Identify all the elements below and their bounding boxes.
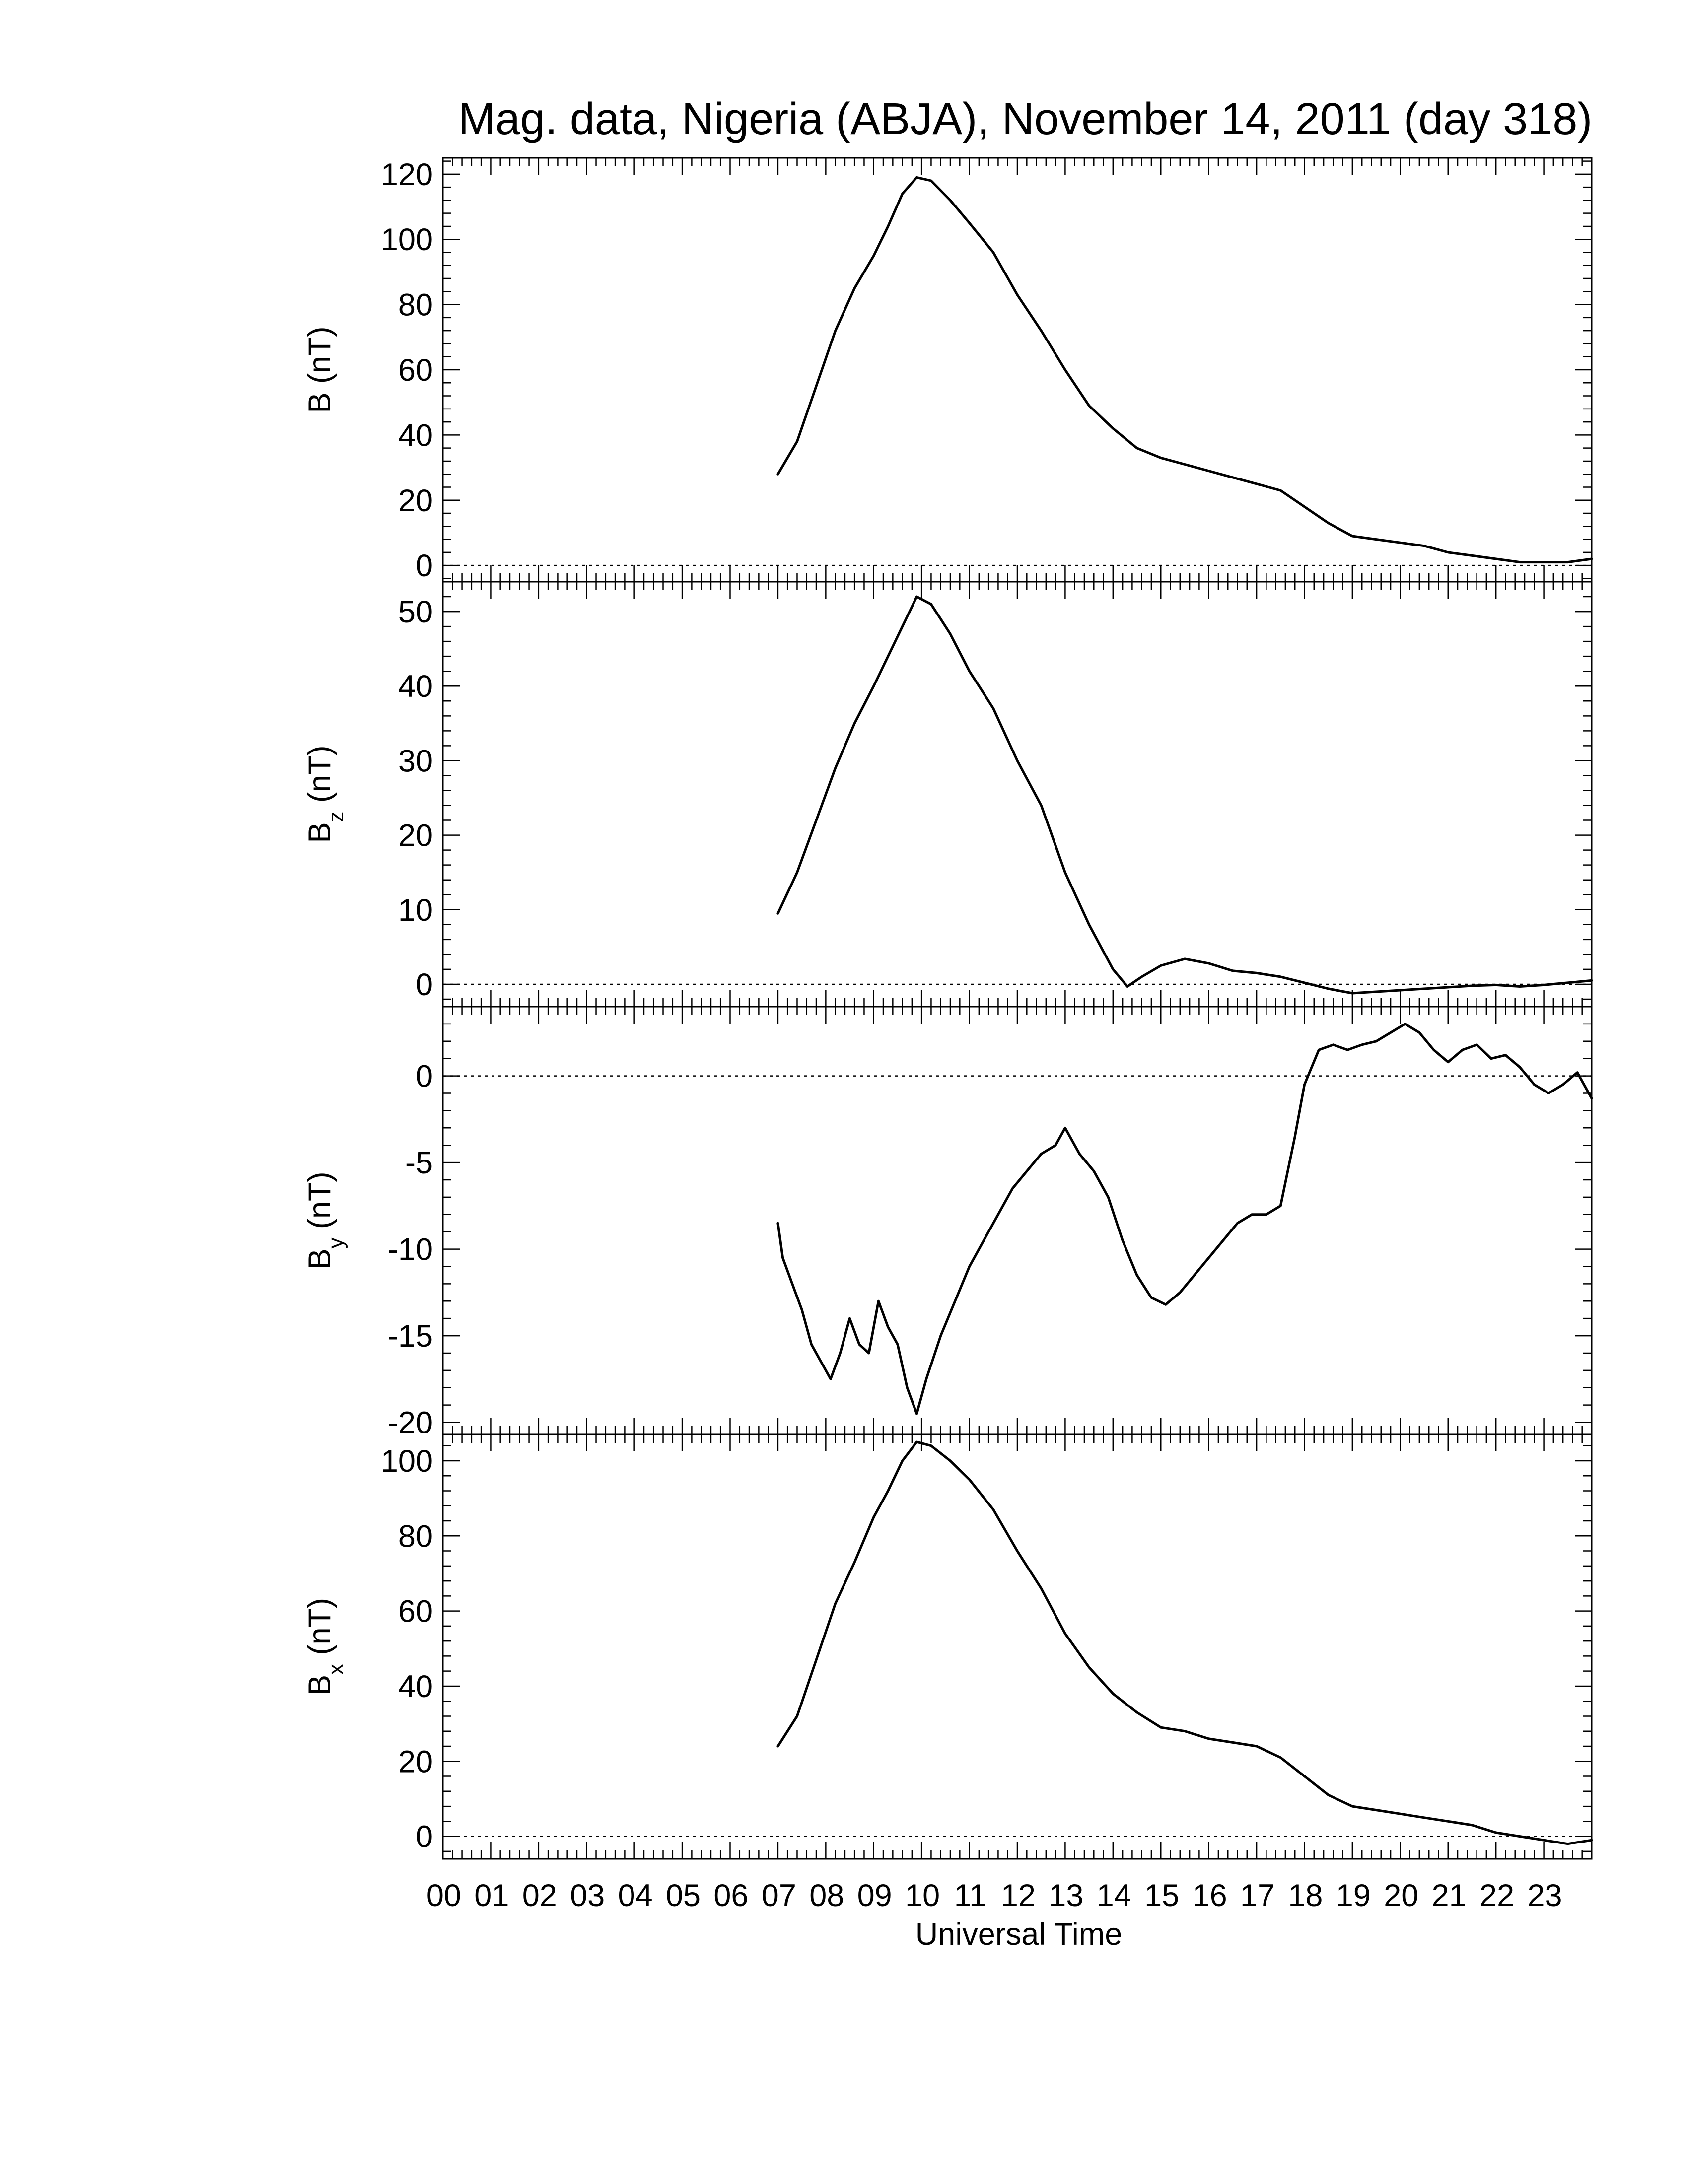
y-axis-label: B (nT) (302, 326, 337, 413)
series-line-bz (776, 595, 1593, 995)
y-tick-label: -20 (388, 1406, 433, 1440)
y-tick-label: 40 (398, 1669, 433, 1704)
y-axis-label: Bx (nT) (302, 1598, 348, 1696)
x-tick-label: 13 (1049, 1878, 1083, 1913)
figure-title: Mag. data, Nigeria (ABJA), November 14, … (458, 94, 1592, 144)
x-tick-label: 07 (762, 1878, 796, 1913)
y-tick-label: 30 (398, 744, 433, 778)
x-tick-label: 14 (1097, 1878, 1131, 1913)
x-tick-label: 19 (1336, 1878, 1371, 1913)
x-tick-label: 06 (713, 1878, 748, 1913)
panel-bx: 0 20 40 60 80 100 Bx (nT) (302, 1433, 1593, 1860)
y-tick-label: -15 (388, 1319, 433, 1354)
series-line-by (776, 1023, 1593, 1415)
y-tick-label: 60 (398, 1594, 433, 1629)
y-tick-label: 120 (381, 157, 433, 192)
y-tick-label: 50 (398, 595, 433, 629)
x-tick-label: 01 (474, 1878, 509, 1913)
y-tick-label: 10 (398, 893, 433, 928)
x-tick-label: 00 (426, 1878, 461, 1913)
x-axis-label: Universal Time (915, 1917, 1123, 1952)
y-tick-label: 20 (398, 1744, 433, 1779)
x-tick-label: 08 (809, 1878, 844, 1913)
y-tick-label: 20 (398, 819, 433, 853)
y-tick-label: 40 (398, 418, 433, 453)
y-tick-label: 100 (381, 222, 433, 257)
x-tick-label: 20 (1384, 1878, 1418, 1913)
series-line-b (776, 176, 1593, 564)
x-tick-label: 23 (1527, 1878, 1562, 1913)
y-tick-label: 60 (398, 353, 433, 388)
x-tick-label: 12 (1001, 1878, 1036, 1913)
x-tick-label: 18 (1288, 1878, 1323, 1913)
y-tick-label: -5 (405, 1146, 433, 1180)
x-tick-label: 02 (522, 1878, 557, 1913)
y-tick-label: 20 (398, 483, 433, 518)
x-tick-label: 10 (905, 1878, 940, 1913)
y-tick-label: -10 (388, 1232, 433, 1267)
series-line-bx (776, 1440, 1593, 1845)
y-tick-label: 80 (398, 1519, 433, 1554)
y-tick-label: 40 (398, 669, 433, 704)
y-tick-label: 100 (381, 1444, 433, 1479)
x-tick-label: 22 (1479, 1878, 1514, 1913)
x-tick-label: 21 (1432, 1878, 1467, 1913)
x-tick-label: 03 (570, 1878, 605, 1913)
x-tick-label: 05 (666, 1878, 701, 1913)
y-tick-label: 0 (416, 967, 433, 1002)
x-axis-time: 00 01 02 03 04 05 06 07 08 09 10 11 12 13 14 15 16 17 18 19… (426, 1878, 1562, 1913)
x-tick-label: 09 (857, 1878, 892, 1913)
panel-bz: 0 10 20 30 40 50 Bz (nT) (302, 581, 1593, 1008)
x-tick-label: 15 (1144, 1878, 1179, 1913)
y-tick-label: 0 (416, 1059, 433, 1094)
x-tick-label: 17 (1240, 1878, 1275, 1913)
x-tick-label: 11 (954, 1878, 986, 1913)
panel-b-total: 0 20 40 60 80 100 120 B (nT) (302, 157, 1593, 583)
x-tick-label: 04 (618, 1878, 653, 1913)
y-tick-label: 80 (398, 288, 433, 323)
y-tick-label: 0 (416, 548, 433, 583)
y-tick-label: 0 (416, 1820, 433, 1854)
y-axis-label: Bz (nT) (302, 745, 348, 843)
x-tick-label: 16 (1193, 1878, 1227, 1913)
panel-by: -20 -15 -10 -5 0 By (nT) (302, 1006, 1593, 1440)
y-axis-label: By (nT) (302, 1171, 348, 1269)
